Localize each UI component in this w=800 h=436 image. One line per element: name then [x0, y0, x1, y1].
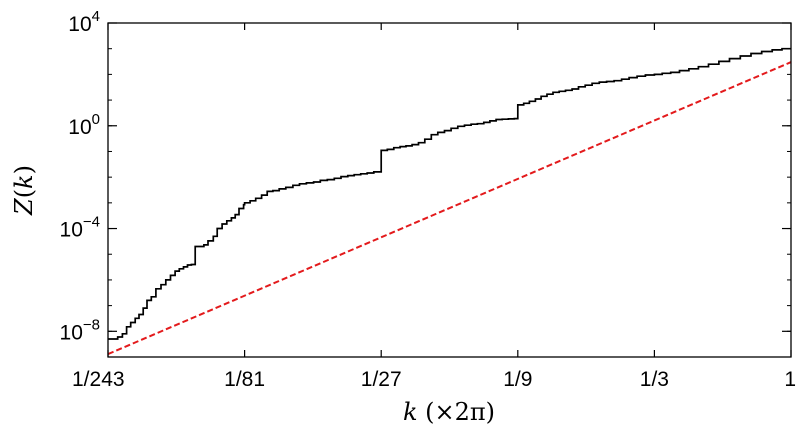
x-tick-label: 1 — [784, 368, 796, 391]
series-z-step-line — [108, 47, 791, 340]
x-axis: 1/243 1/81 1/27 1/9 1/3 1 — [72, 23, 796, 391]
y-tick-label: 10−4 — [60, 214, 100, 242]
series-layer — [108, 47, 791, 356]
y-tick-label: 100 — [68, 111, 100, 139]
y-tick-label: 10−8 — [60, 316, 100, 344]
plot-frame — [107, 22, 792, 358]
x-tick-label: 1/27 — [361, 368, 402, 391]
y-tick-label: 104 — [68, 8, 100, 36]
y-axis: 10−8 10−4 100 104 — [60, 8, 791, 358]
x-axis-title: k (×2π) — [403, 398, 495, 426]
y-axis-title-open: ( — [10, 189, 38, 198]
y-axis-title: Z(k) — [10, 165, 38, 216]
x-axis-title-suffix: (×2π) — [418, 398, 496, 426]
x-tick-label: 1/9 — [503, 368, 532, 391]
x-tick-label: 1/243 — [72, 368, 125, 391]
y-axis-title-func: Z — [10, 197, 38, 216]
y-axis-title-var: k — [10, 174, 38, 189]
x-tick-label: 1/3 — [640, 368, 669, 391]
y-axis-title-close: ) — [10, 165, 38, 174]
x-axis-title-var: k — [403, 398, 418, 426]
series-reference-dashed-line — [108, 61, 791, 356]
x-tick-label: 1/81 — [224, 368, 265, 391]
